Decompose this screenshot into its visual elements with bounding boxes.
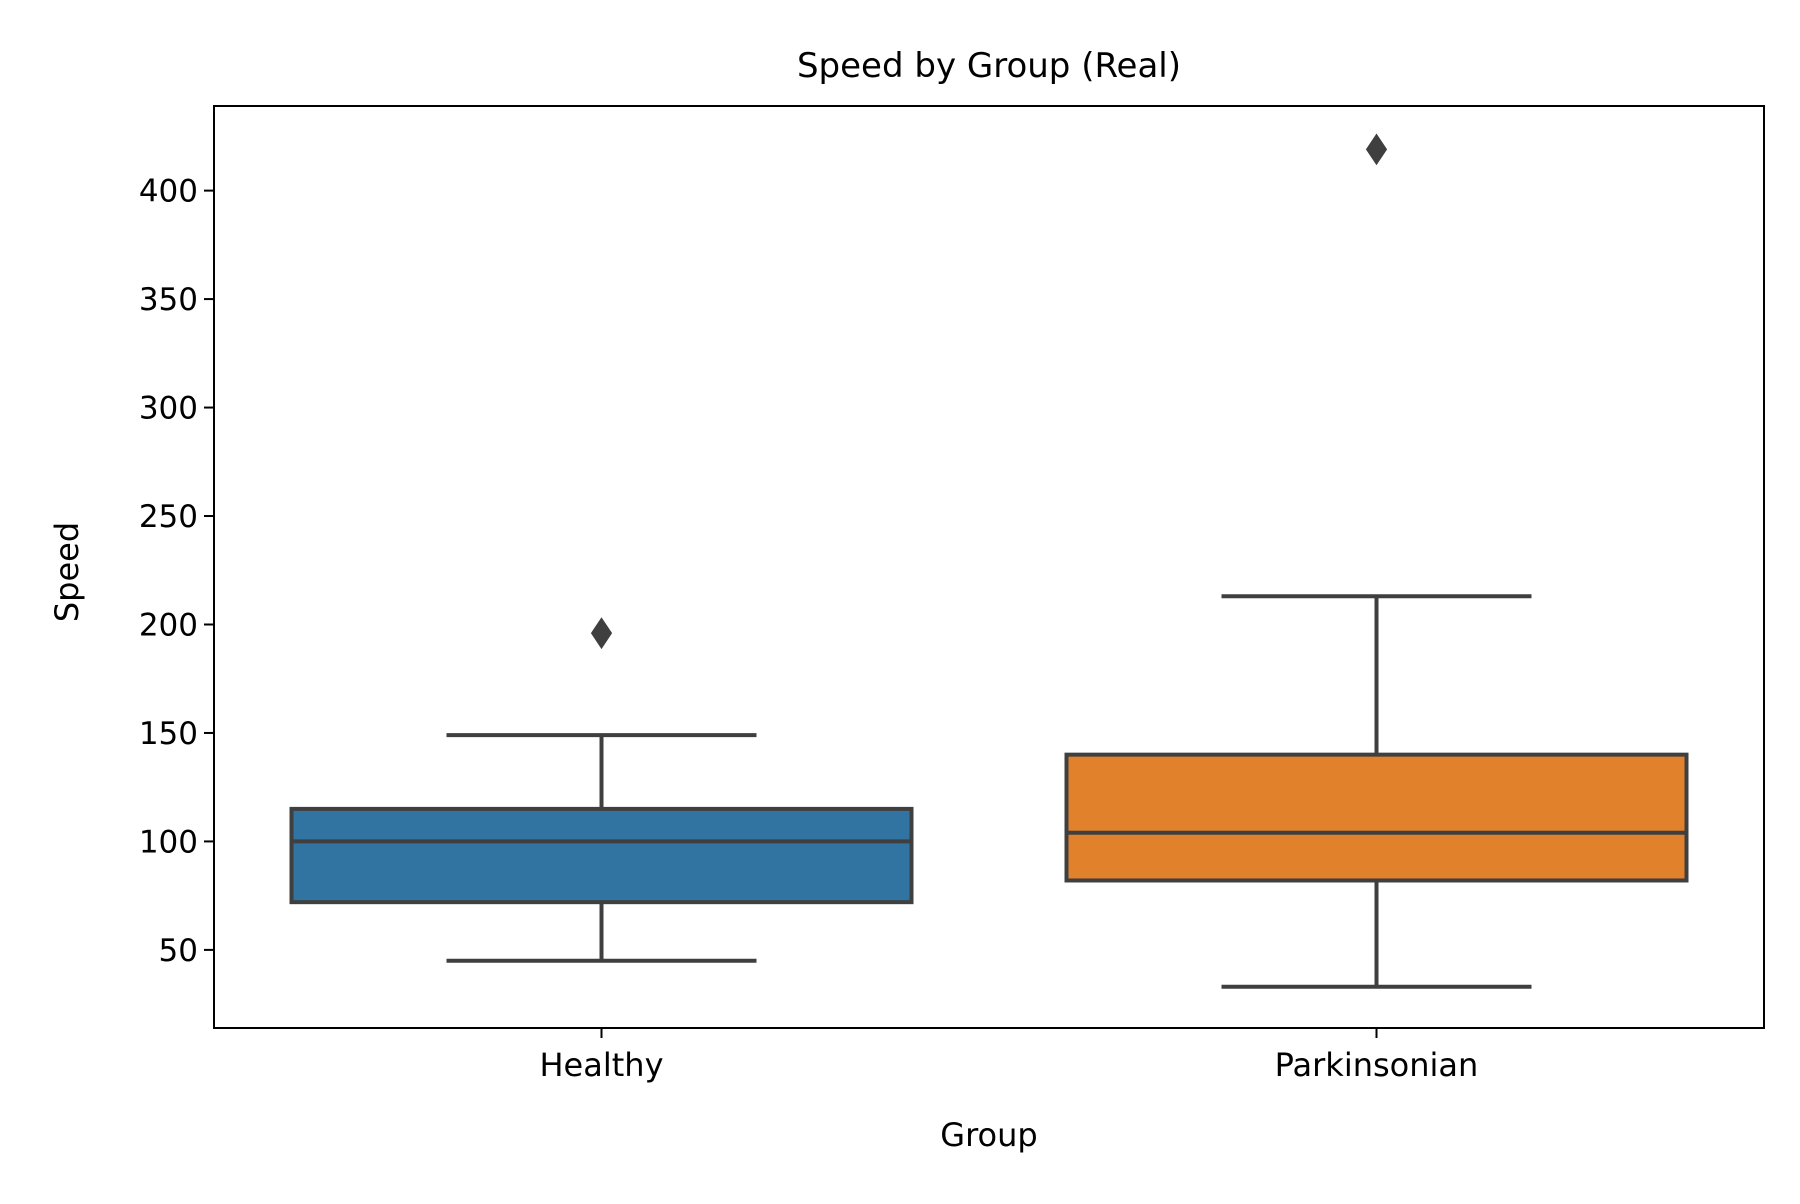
y-tick-label: 100 [139,824,198,860]
chart-title: Speed by Group (Real) [797,46,1181,86]
box-parkinsonian [1064,752,1689,883]
y-tick-label: 50 [159,933,198,969]
box-healthy [289,806,914,905]
y-tick-label: 150 [139,716,198,752]
y-tick-label: 300 [139,391,198,427]
x-tick-label: Parkinsonian [1275,1046,1479,1084]
plot-frame [213,105,1765,1029]
y-tick-label: 350 [139,282,198,318]
plot-area: 50 100 150 200 250 300 350 400 Healthy Parkinsoni… [139,105,1765,1084]
y-axis-label: Speed [48,522,86,622]
y-tick-label: 400 [139,174,198,210]
x-axis-label: Group [940,1116,1037,1154]
x-tick-label: Healthy [539,1046,663,1084]
y-tick-label: 200 [139,607,198,643]
outlier-point-healthy [590,617,613,650]
outlier-point-parkinsonian [1365,133,1388,166]
y-tick-label: 250 [139,499,198,535]
